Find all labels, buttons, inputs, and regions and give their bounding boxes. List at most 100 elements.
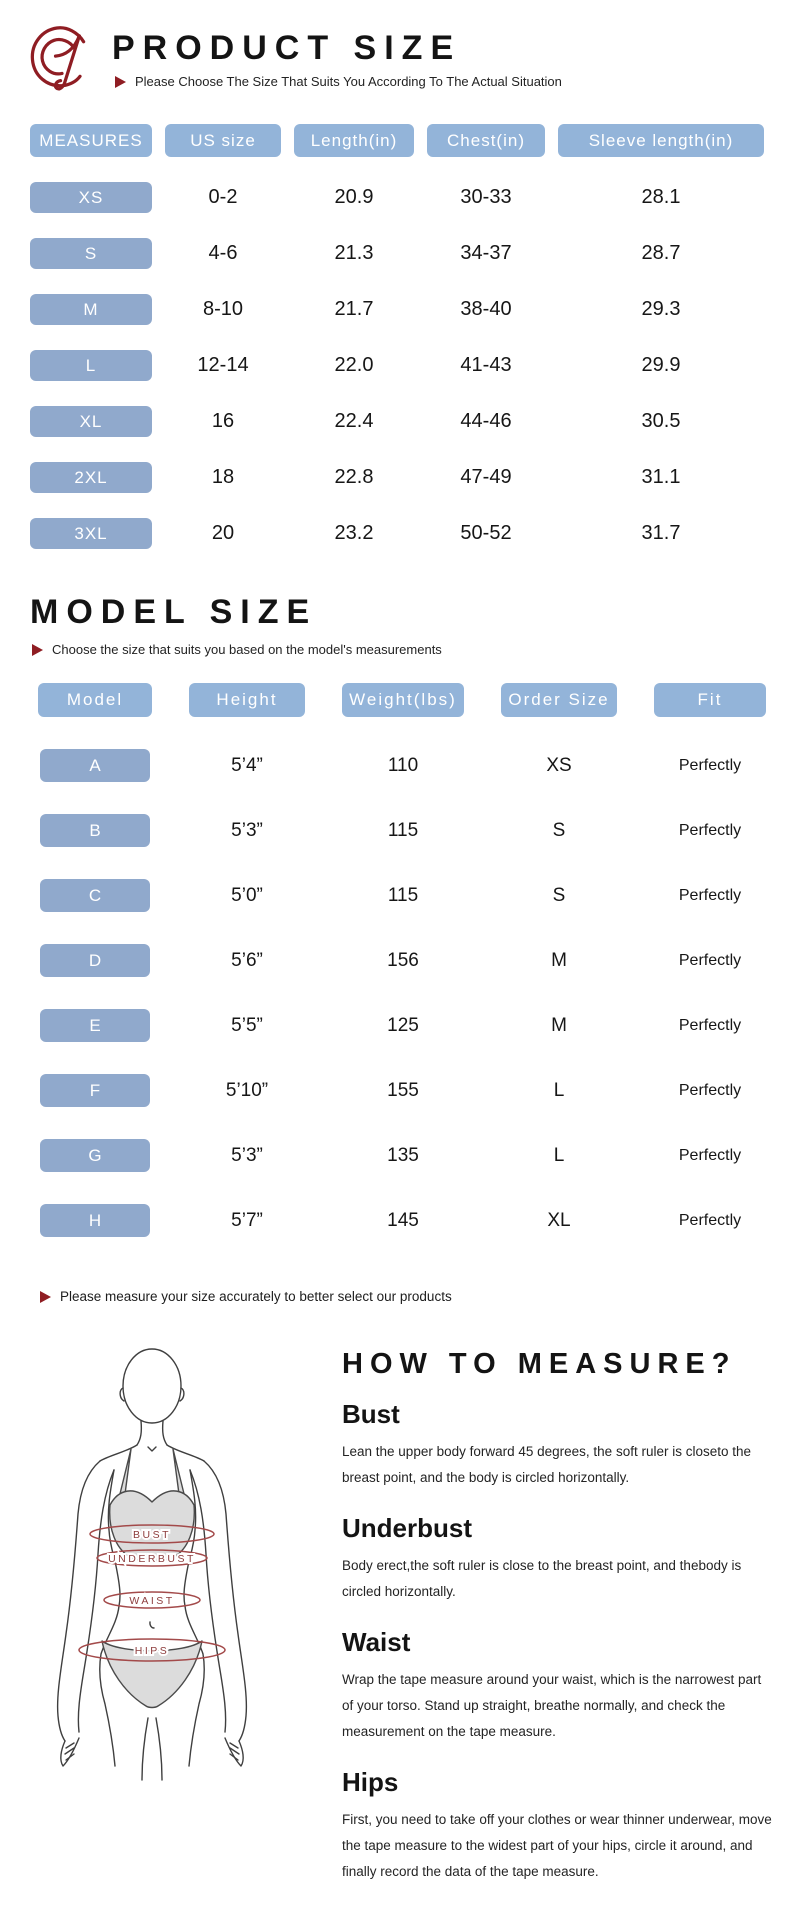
measure-heading-waist: Waist (342, 1627, 411, 1657)
model-pill: B (40, 814, 150, 847)
size-pill: 3XL (30, 518, 152, 549)
model-size-title: MODEL SIZE (30, 593, 318, 631)
order-size-cell: M (551, 949, 567, 971)
measure-text-bust: Lean the upper body forward 45 degrees, … (342, 1444, 752, 1485)
model-pill: H (40, 1204, 150, 1237)
height-cell: 5’5” (231, 1014, 263, 1036)
measure-text-waist: Wrap the tape measure around your waist,… (342, 1672, 762, 1739)
measure-note-row: Please measure your size accurately to b… (40, 1289, 800, 1304)
size-pill: 2XL (30, 462, 152, 493)
red-arrow-icon (32, 643, 43, 656)
sleeve-cell: 29.3 (641, 298, 681, 320)
fit-cell: Perfectly (678, 1081, 742, 1099)
chest-cell: 41-43 (460, 354, 512, 376)
model-pill: D (40, 944, 150, 977)
page-subtitle-row: Please Choose The Size That Suits You Ac… (112, 74, 562, 89)
figure-label-waist: WAIST (129, 1595, 174, 1607)
page-header: PRODUCT SIZE Please Choose The Size That… (0, 0, 800, 98)
measure-heading-hips: Hips (342, 1767, 399, 1797)
sleeve-cell: 30.5 (641, 410, 681, 432)
fit-cell: Perfectly (678, 951, 742, 969)
height-cell: 5’6” (231, 949, 263, 971)
order-size-cell: XS (546, 754, 572, 776)
model-pill: G (40, 1139, 150, 1172)
sleeve-cell: 28.1 (641, 186, 681, 208)
measure-heading-underbust: Underbust (342, 1513, 472, 1543)
height-cell: 5’3” (231, 1144, 263, 1166)
length-cell: 21.7 (334, 298, 374, 320)
model-pill: E (40, 1009, 150, 1042)
weight-cell: 110 (387, 754, 419, 776)
body-measurement-figure-icon: BUST UNDERBUST WAIST HIPS (56, 1348, 248, 1781)
model-pill: F (40, 1074, 150, 1107)
figure-label-bust: BUST (133, 1529, 171, 1541)
length-cell: 22.4 (334, 410, 374, 432)
fit-cell: Perfectly (678, 886, 742, 904)
height-cell: 5’4” (231, 754, 263, 776)
measure-text-hips: First, you need to take off your clothes… (342, 1812, 772, 1879)
height-cell: 5’0” (231, 884, 263, 906)
chest-cell: 30-33 (460, 186, 512, 208)
weight-cell: 135 (387, 1144, 419, 1166)
weight-cell: 115 (387, 884, 419, 906)
size-pill: L (30, 350, 152, 381)
us-size-cell: 12-14 (197, 354, 249, 376)
fit-cell: Perfectly (678, 1211, 742, 1229)
length-cell: 20.9 (334, 186, 374, 208)
sleeve-cell: 28.7 (641, 242, 681, 264)
sleeve-cell: 29.9 (641, 354, 681, 376)
measure-heading-bust: Bust (342, 1399, 400, 1429)
fit-cell: Perfectly (678, 1146, 742, 1164)
red-arrow-icon (115, 75, 126, 88)
measure-instructions: HOW TO MEASURE? Bust Lean the upper body… (342, 1342, 772, 1885)
us-size-cell: 4-6 (208, 242, 238, 264)
order-size-cell: L (553, 1079, 565, 1101)
column-header: Chest(in) (427, 124, 545, 157)
fit-cell: Perfectly (678, 1016, 742, 1034)
column-header: Height (189, 683, 305, 717)
column-header: US size (165, 124, 281, 157)
order-size-cell: S (552, 884, 566, 906)
size-pill: M (30, 294, 152, 325)
height-cell: 5’3” (231, 819, 263, 841)
measure-note: Please measure your size accurately to b… (60, 1289, 452, 1304)
chest-cell: 34-37 (460, 242, 512, 264)
fit-cell: Perfectly (678, 756, 742, 774)
column-header: Sleeve length(in) (558, 124, 764, 157)
us-size-cell: 18 (211, 466, 235, 488)
weight-cell: 155 (387, 1079, 419, 1101)
column-header: Length(in) (294, 124, 414, 157)
weight-cell: 115 (387, 819, 419, 841)
model-pill: A (40, 749, 150, 782)
order-size-cell: S (552, 819, 566, 841)
us-size-cell: 0-2 (208, 186, 238, 208)
title-block: PRODUCT SIZE Please Choose The Size That… (112, 29, 562, 89)
column-header: Weight(lbs) (342, 683, 464, 717)
column-header: Fit (654, 683, 766, 717)
size-pill: XS (30, 182, 152, 213)
how-to-measure-section: BUST UNDERBUST WAIST HIPS HOW TO MEASURE… (0, 1342, 800, 1885)
weight-cell: 145 (387, 1209, 419, 1231)
page-title: PRODUCT SIZE (112, 29, 462, 67)
product-size-table: MEASURES US size Length(in) Chest(in) Sl… (0, 124, 800, 549)
model-size-subtitle-row: Choose the size that suits you based on … (32, 642, 800, 657)
how-to-measure-title: HOW TO MEASURE? (342, 1348, 737, 1380)
order-size-cell: XL (547, 1209, 571, 1231)
chest-cell: 38-40 (460, 298, 512, 320)
page-subtitle: Please Choose The Size That Suits You Ac… (135, 74, 562, 89)
us-size-cell: 20 (211, 522, 235, 544)
model-size-subtitle: Choose the size that suits you based on … (52, 642, 442, 657)
height-cell: 5’7” (231, 1209, 263, 1231)
model-size-table: Model Height Weight(lbs) Order Size Fit … (0, 683, 800, 1237)
column-header: MEASURES (30, 124, 152, 157)
sleeve-cell: 31.1 (641, 466, 681, 488)
model-pill: C (40, 879, 150, 912)
length-cell: 22.0 (334, 354, 374, 376)
fit-cell: Perfectly (678, 821, 742, 839)
order-size-cell: L (553, 1144, 565, 1166)
brand-logo-icon (30, 26, 86, 91)
body-figure-box: BUST UNDERBUST WAIST HIPS (30, 1342, 280, 1885)
figure-label-hips: HIPS (135, 1645, 170, 1657)
column-header: Model (38, 683, 152, 717)
us-size-cell: 16 (211, 410, 235, 432)
